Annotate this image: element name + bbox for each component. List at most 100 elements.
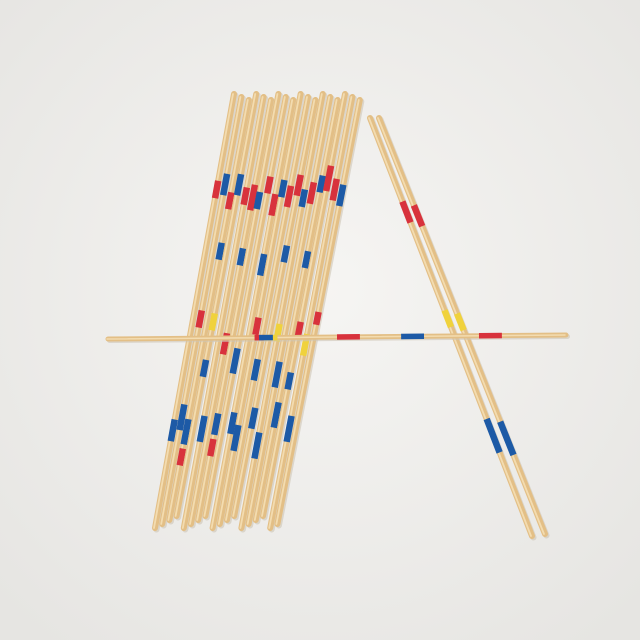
- stick-body: [180, 94, 267, 531]
- stick-band: [399, 200, 414, 224]
- stick-band: [271, 361, 283, 388]
- stick-band: [224, 191, 235, 210]
- stick: [105, 332, 570, 343]
- stick-band: [301, 250, 312, 269]
- stick-body: [216, 91, 304, 527]
- stick: [166, 97, 254, 525]
- stick-band: [199, 359, 210, 378]
- stick-highlight: [268, 96, 353, 529]
- stick-body: [252, 97, 341, 523]
- stick-highlight: [153, 93, 234, 529]
- stick-band: [253, 191, 264, 210]
- stick-band: [278, 179, 288, 198]
- stick-band: [270, 401, 282, 429]
- stick-band: [227, 411, 238, 435]
- stick-band: [180, 418, 192, 446]
- stick: [224, 94, 313, 525]
- stick-band: [229, 347, 241, 375]
- stick-band: [251, 431, 263, 460]
- stick-band: [247, 184, 259, 211]
- stick: [202, 94, 291, 521]
- stick-band: [207, 438, 217, 457]
- stick-band: [329, 178, 340, 202]
- stick: [367, 115, 537, 541]
- stick-band: [264, 175, 274, 194]
- stick: [209, 97, 298, 533]
- stick-highlight: [232, 99, 316, 517]
- stick-band: [252, 316, 262, 336]
- stick: [195, 91, 283, 525]
- stick-band: [336, 184, 347, 207]
- stick-band: [176, 403, 188, 431]
- stick-highlight: [181, 96, 264, 529]
- stick-band: [211, 180, 222, 199]
- stick-band: [483, 417, 503, 454]
- stick-band: [497, 420, 517, 457]
- stick-highlight: [203, 96, 286, 517]
- stick-body: [267, 94, 356, 531]
- stick: [376, 115, 550, 539]
- stick-highlight: [174, 93, 257, 517]
- stick-band: [233, 173, 245, 196]
- stick-highlight: [189, 99, 271, 525]
- stick-band: [283, 185, 295, 208]
- stick-band: [196, 415, 208, 443]
- stick-band: [195, 309, 205, 329]
- stick: [173, 91, 261, 521]
- stick-band: [312, 311, 322, 326]
- stick-band: [268, 193, 279, 217]
- stick-band: [441, 309, 455, 329]
- stick-body: [231, 97, 319, 519]
- stick-body: [173, 91, 260, 519]
- stick-band: [208, 312, 219, 331]
- stick-highlight: [261, 93, 345, 517]
- stick-band: [280, 244, 291, 263]
- stick: [252, 97, 343, 525]
- stick-band: [167, 418, 178, 442]
- stick-band: [316, 174, 327, 194]
- stick-band: [306, 181, 318, 205]
- stick-band: [211, 412, 222, 436]
- stick-band: [176, 447, 187, 467]
- stick: [231, 97, 320, 521]
- stick: [274, 97, 365, 529]
- stick-band: [293, 174, 304, 197]
- stick-body: [224, 94, 311, 523]
- stick-body: [245, 94, 334, 527]
- stick-band: [230, 424, 242, 452]
- stick: [260, 91, 350, 521]
- stick-highlight: [217, 93, 301, 525]
- stick-body: [209, 97, 297, 531]
- stick-body: [188, 97, 274, 527]
- stick-band: [240, 186, 251, 206]
- stick: [180, 94, 269, 533]
- stick: [216, 91, 306, 529]
- stick-highlight: [210, 99, 294, 529]
- stick-band: [298, 188, 309, 208]
- stick: [267, 94, 357, 533]
- stick: [188, 97, 276, 529]
- stick: [245, 94, 335, 529]
- stick: [159, 94, 246, 529]
- stick-band: [283, 415, 295, 443]
- stick-band: [284, 371, 295, 391]
- stick-highlight: [246, 96, 331, 525]
- stick-highlight: [225, 96, 308, 521]
- stick-highlight: [253, 99, 338, 521]
- stick-body: [152, 91, 237, 531]
- stick-band: [236, 247, 247, 266]
- stick-body: [260, 91, 348, 519]
- sticks: [105, 91, 570, 541]
- stick-band: [256, 253, 268, 277]
- stick-band: [215, 242, 225, 261]
- stick-band: [410, 204, 426, 228]
- stick-band: [248, 407, 259, 430]
- stick-band: [454, 312, 467, 332]
- stick-band: [250, 358, 261, 382]
- stick-band: [219, 173, 231, 196]
- stick-body: [202, 94, 289, 519]
- stick: [152, 91, 239, 533]
- stick-band: [322, 165, 335, 192]
